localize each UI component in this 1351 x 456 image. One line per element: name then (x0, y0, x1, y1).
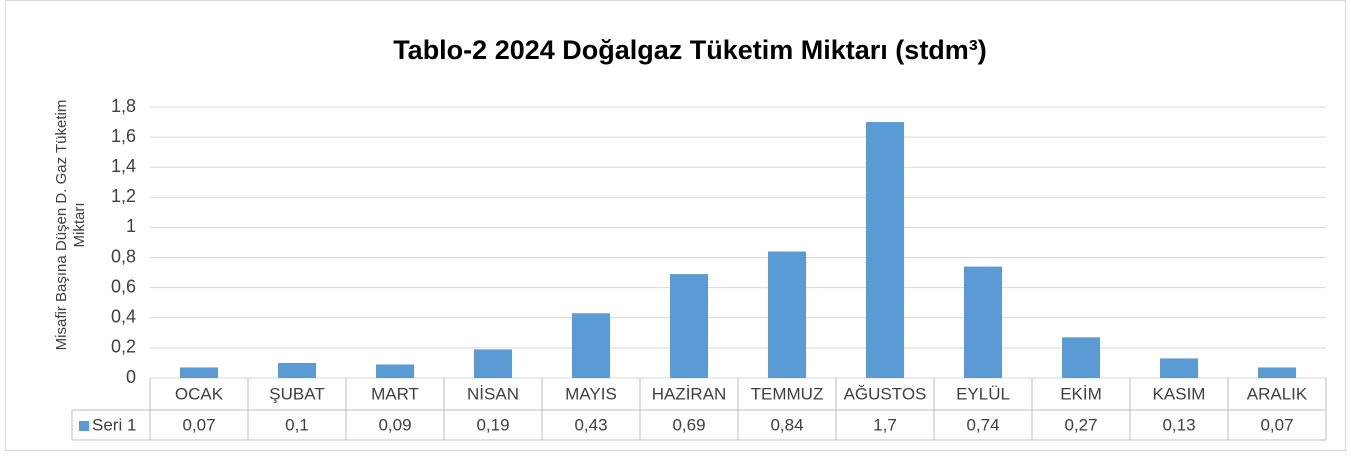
bar (572, 313, 610, 378)
x-tick-label: AĞUSTOS (844, 384, 927, 403)
x-tick-label: EYLÜL (956, 384, 1010, 403)
bar (768, 251, 806, 378)
x-tick-label: ŞUBAT (269, 384, 324, 403)
y-tick-label: 0,6 (111, 276, 136, 296)
bar (1062, 337, 1100, 378)
data-table-value: 1,7 (873, 415, 897, 434)
chart-border (5, 0, 1346, 451)
legend-label: Seri 1 (92, 415, 136, 434)
y-axis-label: Misafir Başına Düşen D. Gaz Tüketim Mikt… (53, 100, 88, 351)
y-tick-label: 0 (126, 367, 136, 387)
x-tick-label: MAYIS (565, 384, 617, 403)
x-tick-label: EKİM (1060, 384, 1102, 403)
x-tick-label: KASIM (1153, 384, 1206, 403)
y-tick-label: 0,2 (111, 337, 136, 357)
y-axis-label-line: Misafir Başına Düşen D. Gaz Tüketim (53, 100, 70, 351)
y-tick-label: 1 (126, 216, 136, 236)
bar (964, 266, 1002, 378)
x-tick-label: MART (371, 384, 419, 403)
chart-title: Tablo-2 2024 Doğalgaz Tüketim Miktarı (s… (393, 35, 987, 65)
y-tick-label: 1,4 (111, 156, 136, 176)
data-table-value: 0,07 (1260, 415, 1293, 434)
bar (1258, 367, 1296, 378)
y-tick-label: 0,4 (111, 307, 136, 327)
bar (278, 362, 316, 378)
bar (670, 274, 708, 378)
data-table-value: 0,43 (574, 415, 607, 434)
data-table-value: 0,07 (182, 415, 215, 434)
bar (376, 364, 414, 378)
bar (1160, 358, 1198, 378)
x-tick-label: HAZİRAN (652, 384, 727, 403)
data-table-value: 0,19 (476, 415, 509, 434)
data-table-value: 0,84 (770, 415, 803, 434)
data-table-value: 0,27 (1064, 415, 1097, 434)
bar (866, 122, 904, 378)
data-table-value: 0,1 (285, 415, 309, 434)
data-table-value: 0,09 (378, 415, 411, 434)
y-tick-label: 1,8 (111, 96, 136, 116)
x-tick-label: NİSAN (467, 384, 519, 403)
data-table-value: 0,69 (672, 415, 705, 434)
x-tick-label: OCAK (175, 384, 224, 403)
y-tick-label: 1,2 (111, 186, 136, 206)
legend-swatch (79, 421, 89, 431)
y-tick-label: 0,8 (111, 246, 136, 266)
data-table-value: 0,13 (1162, 415, 1195, 434)
data-table-value: 0,74 (966, 415, 999, 434)
y-tick-label: 1,6 (111, 126, 136, 146)
y-axis-label-line: Miktarı (71, 203, 88, 248)
bar (474, 349, 512, 378)
bar (180, 367, 218, 378)
x-tick-label: ARALIK (1247, 384, 1308, 403)
x-tick-label: TEMMUZ (751, 384, 824, 403)
